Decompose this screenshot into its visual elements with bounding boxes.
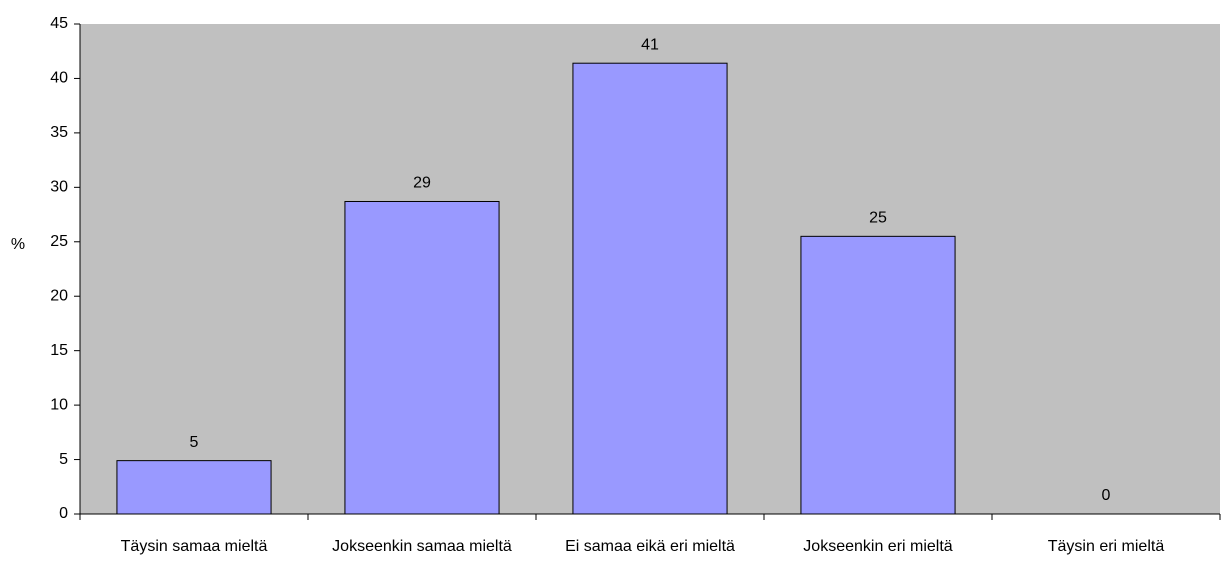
x-tick-label: Jokseenkin eri mieltä: [803, 538, 953, 555]
y-tick-label: 40: [50, 70, 68, 87]
bar: [116, 460, 272, 515]
data-label: 5: [190, 434, 199, 451]
y-tick-label: 20: [50, 287, 68, 304]
y-tick-label: 45: [50, 15, 68, 32]
data-label: 25: [869, 210, 887, 227]
x-tick-label: Ei samaa eikä eri mieltä: [565, 538, 735, 555]
y-tick-label: 30: [50, 179, 68, 196]
bar: [572, 62, 728, 515]
y-tick-label: 25: [50, 233, 68, 250]
data-label: 0: [1102, 487, 1111, 504]
y-axis-label: %: [11, 236, 25, 253]
y-tick-label: 35: [50, 124, 68, 141]
x-tick-label: Täysin eri mieltä: [1048, 538, 1165, 555]
x-tick-label: Jokseenkin samaa mieltä: [332, 538, 512, 555]
y-tick-label: 10: [50, 396, 68, 413]
data-label: 29: [413, 175, 431, 192]
bar: [344, 200, 500, 515]
y-tick-label: 0: [59, 505, 68, 522]
data-label: 41: [641, 36, 659, 53]
bar: [800, 235, 956, 515]
x-tick-label: Täysin samaa mieltä: [121, 538, 268, 555]
y-tick-label: 5: [59, 451, 68, 468]
y-tick-label: 15: [50, 342, 68, 359]
